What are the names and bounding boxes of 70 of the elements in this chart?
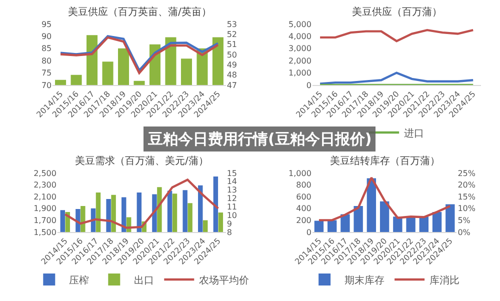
bar — [432, 212, 442, 232]
bar — [419, 216, 429, 232]
y2-tick-label: 0% — [458, 228, 471, 237]
y-tick-label: 80 — [41, 56, 52, 66]
y-tick-label: 1,000 — [288, 68, 312, 78]
y2-tick-label: 47 — [226, 80, 238, 90]
y-tick-label: 1,500 — [34, 228, 56, 237]
y2-tick-label: 11 — [226, 202, 238, 212]
y-tick-label: 85 — [41, 44, 52, 54]
y2-tick-label: 12 — [226, 194, 238, 204]
y-tick-label: 90 — [41, 32, 52, 41]
bar — [328, 220, 337, 232]
legend-label: 库消比 — [430, 274, 460, 286]
y-tick-label: 200 — [296, 216, 312, 225]
legend-label: 进口 — [404, 127, 424, 140]
line-series — [318, 72, 474, 85]
bar — [340, 214, 350, 232]
y2-tick-label: 15% — [458, 192, 476, 202]
y-tick-label: 5,000 — [288, 20, 312, 29]
chart-title: 美豆供应（百万英亩、蒲/英亩） — [68, 6, 212, 18]
bar — [380, 201, 390, 232]
y2-tick-label: 10% — [458, 204, 476, 214]
legend-label: 期末库存 — [344, 274, 385, 286]
y-tick-label: 95 — [41, 20, 52, 29]
chart-title: 美豆结转库存（百万蒲） — [330, 155, 440, 167]
y2-tick-label: 5% — [458, 216, 471, 225]
y-tick-label: 1,700 — [34, 216, 56, 225]
y-tick-label: 1,000 — [288, 168, 312, 178]
y-tick-label: 2,500 — [34, 168, 56, 178]
line-series — [318, 29, 474, 42]
y2-tick-label: 20% — [458, 180, 476, 190]
y-tick-label: 70 — [41, 80, 52, 90]
y-tick-label: 75 — [41, 68, 52, 78]
y-tick-label: 800 — [296, 180, 312, 190]
y2-tick-label: 25% — [458, 168, 476, 178]
bar — [366, 178, 376, 232]
bar — [354, 206, 363, 232]
y-tick-label: 0 — [306, 228, 312, 237]
legend-label: 压榨 — [69, 274, 90, 286]
y-tick-label: 1,900 — [34, 204, 56, 214]
y2-tick-label: 50 — [226, 50, 238, 60]
bar — [314, 220, 324, 232]
y2-tick-label: 8 — [226, 228, 232, 237]
legend-label: 出口 — [134, 274, 154, 286]
chart-title: 美豆需求（百万蒲、美元/蒲） — [75, 155, 208, 167]
bar — [393, 216, 402, 232]
y-tick-label: 0 — [306, 80, 312, 90]
y2-tick-label: 53 — [226, 20, 238, 29]
y2-tick-label: 51 — [226, 40, 238, 50]
y-tick-label: 400 — [296, 204, 312, 214]
chart-title: 美豆供应（百万蒲） — [352, 6, 442, 18]
y-tick-label: 600 — [296, 192, 312, 202]
text: 豆粕今日费用行情(豆粕今日报价) — [147, 130, 372, 148]
y2-tick-label: 48 — [226, 70, 238, 80]
y2-tick-label: 14 — [226, 177, 238, 186]
y-tick-label: 2,100 — [34, 192, 56, 202]
y2-tick-label: 10 — [226, 210, 238, 220]
y2-tick-label: 9 — [226, 219, 232, 228]
bar — [446, 204, 455, 232]
y2-tick-label: 13 — [226, 186, 238, 195]
line-series — [64, 178, 220, 229]
y-tick-label: 3,000 — [288, 44, 312, 54]
line-series — [318, 176, 452, 222]
y2-tick-label: 52 — [226, 30, 238, 39]
y2-tick-label: 49 — [226, 60, 238, 70]
y-tick-label: 2,300 — [34, 180, 56, 190]
y-tick-label: 2,000 — [288, 56, 312, 66]
y-tick-label: 4,000 — [288, 32, 312, 41]
y2-tick-label: 15 — [226, 168, 238, 178]
legend-label: 农场平均价 — [199, 274, 250, 286]
